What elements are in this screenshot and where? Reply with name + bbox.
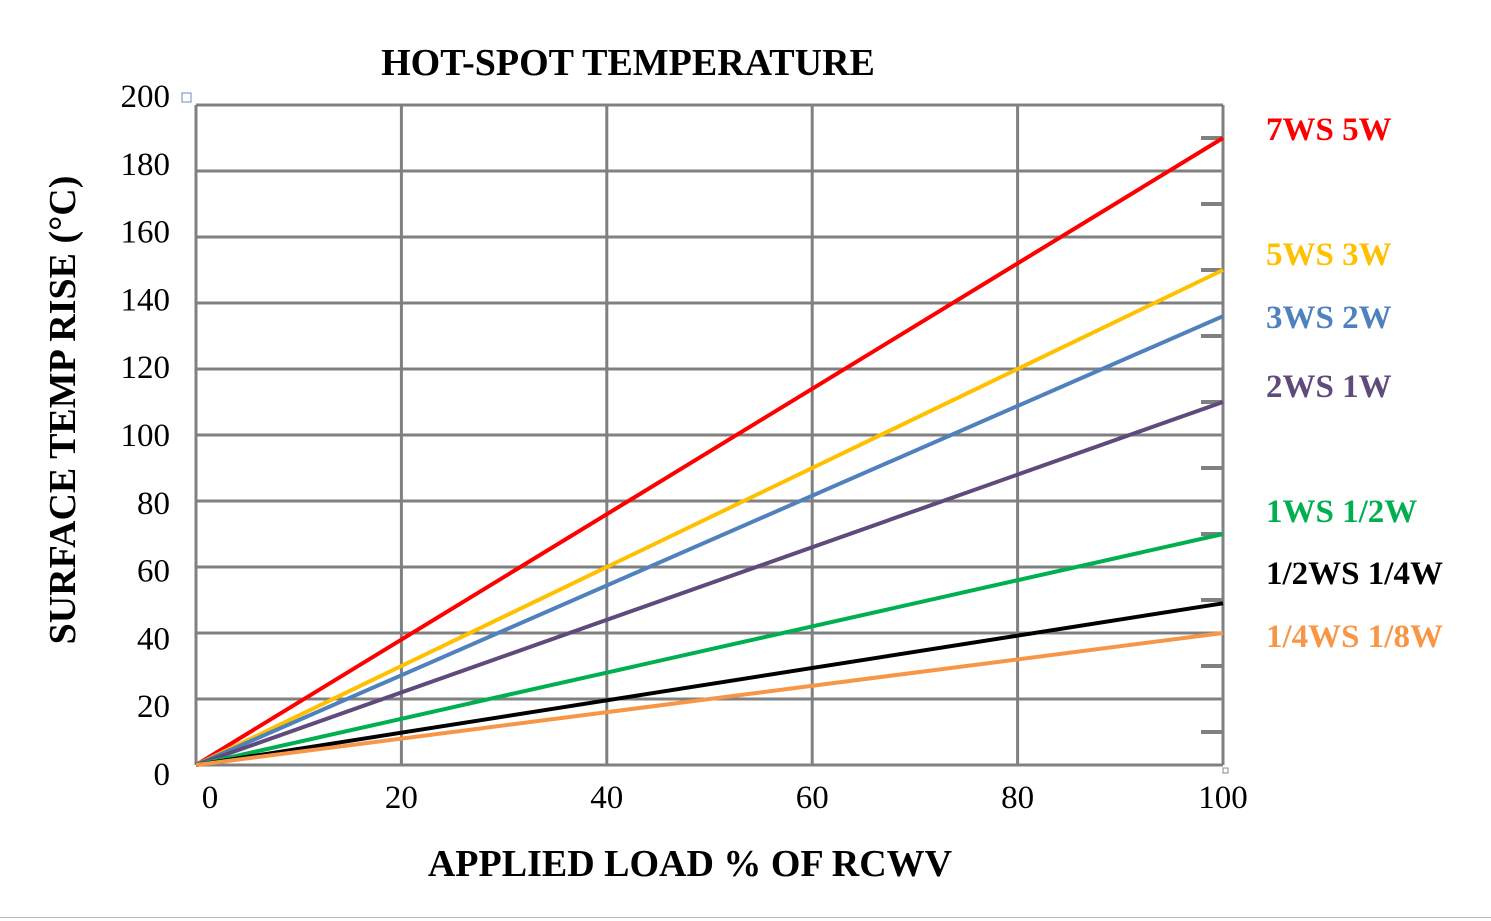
x-tick-label: 40 [590, 780, 623, 816]
y-tick-label: 120 [121, 350, 171, 386]
y-tick-label: 140 [121, 282, 171, 318]
series-line [195, 314, 1224, 767]
resize-handle-icon[interactable] [1222, 767, 1229, 774]
x-tick-label: 60 [796, 780, 829, 816]
y-tick-label: 40 [137, 621, 170, 657]
move-handle-icon[interactable] [181, 92, 192, 103]
legend-label: 1WS 1/2W [1266, 494, 1417, 530]
y-tick-label: 180 [121, 147, 171, 183]
page-bottom-rule [0, 917, 1491, 918]
series-line [195, 532, 1224, 767]
legend-label: 5WS 3W [1266, 237, 1392, 273]
series-line [195, 268, 1224, 767]
series-line [195, 400, 1224, 767]
y-tick-label: 160 [121, 215, 171, 251]
legend-label: 1/4WS 1/8W [1266, 619, 1443, 655]
series-line [194, 136, 1225, 767]
x-tick-label: 0 [202, 780, 219, 816]
y-tick-label: 100 [121, 418, 171, 454]
x-tick-label: 80 [1001, 780, 1034, 816]
y-tick-label: 200 [121, 79, 171, 115]
series-line [195, 631, 1224, 767]
y-axis-label: SURFACE TEMP RISE (°C) [42, 176, 84, 645]
y-tick-label: 0 [154, 757, 171, 793]
y-tick-label: 80 [137, 486, 170, 522]
legend-label: 7WS 5W [1266, 112, 1392, 148]
series-line [195, 601, 1224, 767]
legend-label: 2WS 1W [1266, 369, 1392, 405]
x-tick-label: 20 [385, 780, 418, 816]
chart-title: HOT-SPOT TEMPERATURE [381, 42, 875, 84]
x-axis-label: APPLIED LOAD % OF RCWV [428, 843, 953, 885]
x-tick-label: 100 [1198, 780, 1248, 816]
legend-label: 3WS 2W [1266, 300, 1392, 336]
y-tick-label: 60 [137, 554, 170, 590]
y-tick-label: 20 [137, 689, 170, 725]
legend-label: 1/2WS 1/4W [1266, 556, 1443, 592]
